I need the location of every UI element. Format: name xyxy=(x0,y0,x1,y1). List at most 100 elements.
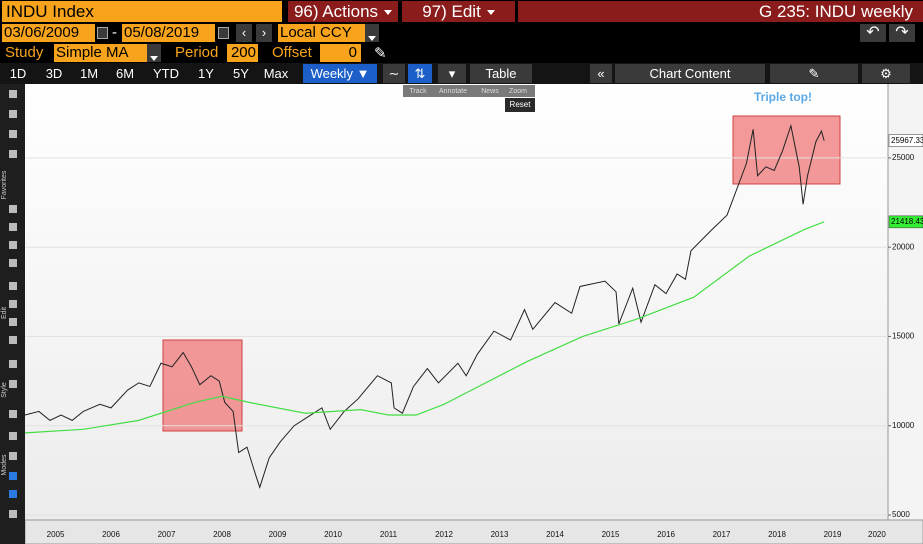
highlight-box xyxy=(162,339,243,432)
range-tab[interactable]: 6M xyxy=(115,66,135,81)
icon[interactable] xyxy=(9,510,17,518)
redo-button[interactable]: ↷ xyxy=(889,24,915,42)
edit-chart-button[interactable]: ✎ xyxy=(770,64,858,83)
icon[interactable] xyxy=(9,472,17,480)
range-tab[interactable]: 3D xyxy=(45,66,63,81)
x-tick-label: 2019 xyxy=(824,530,842,539)
tools-strip xyxy=(403,85,535,97)
range-tab[interactable]: 1D xyxy=(9,66,27,81)
chart-content-button[interactable]: Chart Content xyxy=(615,64,765,83)
edit-menu[interactable]: 97) Edit xyxy=(402,1,515,22)
tool-label: Track xyxy=(409,88,427,95)
currency-dropdown[interactable] xyxy=(365,24,379,42)
study-dropdown[interactable] xyxy=(147,44,161,62)
side-label: Style xyxy=(1,382,8,398)
icon[interactable] xyxy=(9,432,17,440)
reset-button[interactable] xyxy=(505,98,535,112)
range-tab[interactable]: YTD xyxy=(153,66,179,81)
actions-menu[interactable]: 96) Actions xyxy=(288,1,398,22)
y-axis-area xyxy=(888,84,923,520)
icon[interactable] xyxy=(9,452,17,460)
period-label: Period xyxy=(175,44,219,61)
series-line xyxy=(24,221,825,434)
x-tick-label: 2014 xyxy=(546,530,564,539)
last-value-box xyxy=(888,215,923,229)
icon[interactable] xyxy=(9,110,17,118)
y-tick-label: 15000 xyxy=(892,332,915,341)
series-line xyxy=(24,123,825,489)
prev-button[interactable]: ‹ xyxy=(236,24,252,42)
icon[interactable] xyxy=(9,241,17,249)
last-value-label: 25967.33 xyxy=(891,136,923,145)
period[interactable]: 200 xyxy=(227,44,258,62)
x-tick-label: 2012 xyxy=(435,530,453,539)
frequency[interactable]: Weekly ▼ xyxy=(303,64,377,83)
collapse-button[interactable]: « xyxy=(590,64,612,83)
y-tick-label: 20000 xyxy=(892,242,915,251)
calendar-icon[interactable] xyxy=(97,27,108,39)
side-icons xyxy=(9,90,17,518)
last-value-box xyxy=(888,134,923,147)
settings-button[interactable]: ⚙ xyxy=(862,64,910,83)
range-tab[interactable]: 5Y xyxy=(233,66,249,81)
icon[interactable] xyxy=(9,205,17,213)
icon[interactable] xyxy=(9,150,17,158)
offset[interactable]: 0 xyxy=(320,44,361,62)
range-tab[interactable]: 1Y xyxy=(198,66,214,81)
next-button[interactable]: › xyxy=(256,24,272,42)
window-title: G 235: INDU weekly xyxy=(518,1,923,22)
side-label: Edit xyxy=(1,307,8,319)
last-value-label: 21418.43 xyxy=(891,217,923,226)
highlight-box xyxy=(732,115,841,185)
icon[interactable] xyxy=(9,360,17,368)
range-tab[interactable]: Max xyxy=(263,66,289,81)
x-tick-label: 2018 xyxy=(768,530,786,539)
x-tick-label: 2007 xyxy=(158,530,176,539)
y-tick-label: 5000 xyxy=(892,510,910,519)
icon[interactable] xyxy=(9,223,17,231)
x-axis-area xyxy=(24,519,923,544)
icon[interactable] xyxy=(9,90,17,98)
x-tick-label: 2009 xyxy=(269,530,287,539)
x-tick-label: 2010 xyxy=(324,530,342,539)
icon[interactable] xyxy=(9,336,17,344)
icon[interactable] xyxy=(9,380,17,388)
calendar-icon[interactable] xyxy=(218,27,229,39)
start-date[interactable]: 03/06/2009 xyxy=(2,24,95,42)
frequency-label: Weekly xyxy=(310,66,353,81)
ticker[interactable]: INDU Index xyxy=(2,1,282,22)
study-label: Study xyxy=(5,44,44,61)
line-icon[interactable]: ∼ xyxy=(383,64,405,83)
currency[interactable]: Local CCY xyxy=(278,24,365,42)
tool-label: News xyxy=(481,88,499,95)
annotation: Triple top! xyxy=(754,90,812,104)
reset-label[interactable]: Reset xyxy=(510,100,532,109)
chart: Favorites Edit Style Modes 5000 10000 15000 20… xyxy=(0,84,923,544)
chart-content-label: Chart Content xyxy=(649,66,731,81)
x-tick-label: 2020 xyxy=(868,530,886,539)
icon[interactable] xyxy=(9,318,17,326)
study[interactable]: Simple MA xyxy=(54,44,147,62)
y-tick-label: 25000 xyxy=(892,153,915,162)
icon[interactable] xyxy=(9,282,17,290)
side-label: Modes xyxy=(1,454,8,476)
pencil-icon[interactable]: ✎ xyxy=(374,45,387,62)
x-tick-label: 2006 xyxy=(102,530,120,539)
chart-type-dropdown[interactable]: ▾ xyxy=(438,64,466,83)
icon[interactable] xyxy=(9,300,17,308)
tool-label: Zoom xyxy=(509,88,527,95)
table-button[interactable]: Table xyxy=(470,64,532,83)
bar-icon[interactable]: ⇅ xyxy=(408,64,432,83)
icon[interactable] xyxy=(9,410,17,418)
side-label: Favorites xyxy=(1,170,8,199)
x-tick-label: 2011 xyxy=(380,530,398,539)
undo-button[interactable]: ↶ xyxy=(860,24,886,42)
x-tick-label: 2008 xyxy=(213,530,231,539)
range-tab[interactable]: 1M xyxy=(79,66,99,81)
icon[interactable] xyxy=(9,130,17,138)
icon[interactable] xyxy=(9,490,17,498)
end-date[interactable]: 05/08/2019 xyxy=(122,24,215,42)
icon[interactable] xyxy=(9,259,17,267)
x-tick-label: 2005 xyxy=(47,530,65,539)
